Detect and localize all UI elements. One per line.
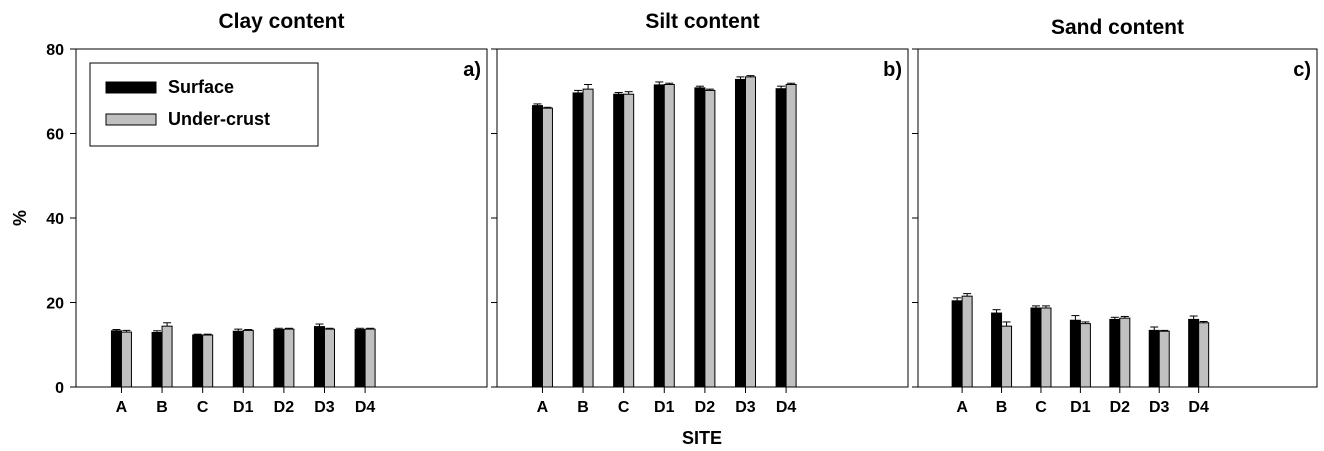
x-tick-label: D2	[695, 399, 716, 416]
y-axis-label: %	[10, 210, 30, 226]
y-tick-label: 60	[46, 127, 64, 144]
bar-surface	[531, 105, 543, 388]
x-tick-label: B	[156, 399, 168, 416]
x-tick-label: D4	[776, 399, 797, 416]
panel-label: c)	[1293, 59, 1311, 81]
panel-label: b)	[883, 59, 902, 81]
bar-surface	[1148, 329, 1160, 388]
x-tick-label: D3	[314, 399, 335, 416]
bar-under-crust	[1198, 322, 1210, 388]
bar-under-crust	[364, 328, 376, 388]
bar-under-crust	[541, 107, 553, 388]
x-tick-label: D1	[654, 399, 675, 416]
x-tick-label: D4	[355, 399, 376, 416]
x-tick-label: C	[618, 399, 630, 416]
legend: Surface Under-crust	[89, 62, 319, 147]
x-tick-label: A	[537, 399, 549, 416]
bar-under-crust	[1158, 330, 1170, 388]
legend-swatch	[105, 113, 157, 126]
x-tick-label: C	[1035, 399, 1047, 416]
bar-surface	[951, 300, 963, 388]
legend-swatch	[105, 81, 157, 94]
y-tick-label: 20	[46, 296, 64, 313]
bar-surface	[151, 331, 163, 388]
bar-under-crust	[323, 328, 335, 388]
x-axis-label: SITE	[682, 428, 722, 448]
bar-surface	[613, 93, 625, 388]
bar-surface	[313, 326, 325, 388]
bar-surface	[1109, 318, 1121, 388]
bar-under-crust	[582, 88, 594, 388]
legend-box	[89, 62, 319, 147]
x-tick-label: B	[577, 399, 589, 416]
bar-under-crust	[242, 329, 254, 388]
x-tick-label: C	[197, 399, 209, 416]
bar-under-crust	[623, 93, 635, 388]
x-tick-label: A	[116, 399, 128, 416]
panel-1: Clay content a) 0 20 40 60 80 A B C D1 D2 D3 D4	[46, 10, 488, 416]
y-tick-label: 0	[55, 380, 64, 397]
bar-under-crust	[283, 328, 295, 388]
legend-label: Surface	[168, 77, 234, 97]
x-tick-label: D3	[1149, 399, 1170, 416]
bar-surface	[1069, 319, 1081, 388]
bar-under-crust	[744, 76, 756, 388]
bar-surface	[694, 87, 706, 388]
bar-surface	[1030, 307, 1042, 388]
bar-surface	[734, 78, 746, 388]
bar-under-crust	[1001, 325, 1013, 388]
bar-surface	[991, 312, 1003, 388]
x-tick-label: D2	[1110, 399, 1131, 416]
panel-label: a)	[463, 59, 481, 81]
bar-under-crust	[704, 89, 716, 388]
bar-surface	[273, 329, 285, 388]
bar-under-crust	[120, 331, 132, 388]
bar-surface	[572, 92, 584, 388]
panel-title: Sand content	[1051, 16, 1184, 39]
bar-under-crust	[161, 325, 173, 388]
bar-under-crust	[1079, 323, 1091, 388]
y-tick-label: 40	[46, 211, 64, 228]
y-tick-label: 80	[46, 42, 64, 59]
bar-surface	[775, 88, 787, 388]
x-tick-label: A	[956, 399, 968, 416]
panel-title: Clay content	[218, 10, 344, 33]
bar-under-crust	[1119, 317, 1131, 388]
bar-under-crust	[663, 83, 675, 388]
x-tick-label: B	[996, 399, 1008, 416]
x-tick-label: D3	[735, 399, 756, 416]
legend-label: Under-crust	[168, 109, 270, 129]
panel-3: Sand content c) A B C D1 D2 D3 D4	[912, 16, 1318, 416]
x-tick-label: D1	[1070, 399, 1091, 416]
x-tick-label: D1	[233, 399, 254, 416]
panel-title: Silt content	[645, 10, 759, 33]
bar-surface	[1188, 318, 1200, 388]
bar-under-crust	[202, 334, 214, 388]
bar-surface	[354, 329, 366, 388]
bar-surface	[653, 84, 665, 388]
x-tick-label: D4	[1188, 399, 1209, 416]
bar-surface	[232, 330, 244, 388]
panel-2: Silt content b) A B C D1 D2 D3 D4	[491, 10, 909, 416]
bar-surface	[192, 334, 204, 388]
bar-under-crust	[1040, 307, 1052, 388]
x-tick-label: D2	[274, 399, 295, 416]
bar-under-crust	[961, 295, 973, 388]
bar-surface	[110, 330, 122, 388]
bar-under-crust	[785, 83, 797, 388]
